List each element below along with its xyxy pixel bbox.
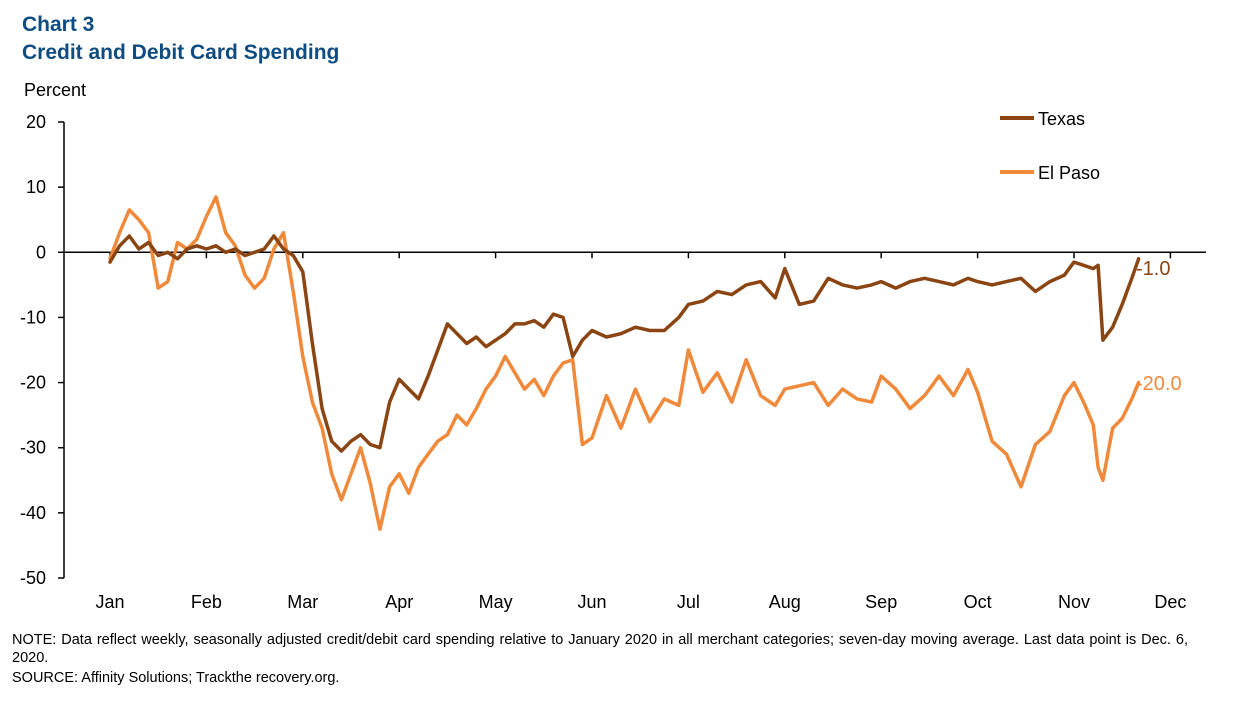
x-tick-label-mar: Mar xyxy=(287,592,318,612)
x-tick-label-nov: Nov xyxy=(1058,592,1090,612)
chart-source: SOURCE: Affinity Solutions; Trackthe rec… xyxy=(12,670,340,686)
legend: Texas El Paso xyxy=(1000,109,1100,183)
x-tick-label-jul: Jul xyxy=(677,592,700,612)
legend-label-texas: Texas xyxy=(1038,109,1085,129)
y-tick-label: -50 xyxy=(20,568,46,588)
y-tick-label: -30 xyxy=(20,438,46,458)
y-tick-label: 20 xyxy=(26,112,46,132)
chart-number: Chart 3 xyxy=(22,13,95,36)
y-tick-label: 0 xyxy=(36,242,46,262)
x-tick-label-apr: Apr xyxy=(385,592,413,612)
x-tick-label-oct: Oct xyxy=(964,592,992,612)
y-axis-label: Percent xyxy=(24,80,86,100)
y-tick-label: -20 xyxy=(20,373,46,393)
x-tick-label-aug: Aug xyxy=(769,592,801,612)
y-axis-ticks: 20 10 0 -10 -20 -30 -40 -50 xyxy=(20,112,64,588)
y-tick-label: -10 xyxy=(20,307,46,327)
series-line-texas xyxy=(108,234,1141,453)
x-tick-label-may: May xyxy=(479,592,513,612)
x-axis-ticks: Jan Feb Mar Apr May Jun Jul Aug Sep Oct Nov Dec xyxy=(95,252,1186,612)
y-tick-label: 10 xyxy=(26,177,46,197)
chart-note: NOTE: Data reflect weekly, seasonally ad… xyxy=(12,632,1188,666)
x-tick-label-jan: Jan xyxy=(95,592,124,612)
y-tick-label: -40 xyxy=(20,503,46,523)
series-line-el-paso xyxy=(108,195,1141,531)
x-tick-label-sep: Sep xyxy=(865,592,897,612)
end-label-el-paso: -20.0 xyxy=(1136,373,1182,395)
x-tick-label-jun: Jun xyxy=(577,592,606,612)
end-label-texas: -1.0 xyxy=(1136,258,1170,280)
line-chart: Percent 20 10 0 -10 -20 -30 -40 -50 Jan Feb Mar Ap… xyxy=(20,80,1206,612)
x-tick-label-dec: Dec xyxy=(1154,592,1186,612)
x-tick-label-feb: Feb xyxy=(191,592,222,612)
series-group xyxy=(108,195,1141,531)
chart-title: Credit and Debit Card Spending xyxy=(22,41,340,64)
legend-label-el-paso: El Paso xyxy=(1038,163,1100,183)
